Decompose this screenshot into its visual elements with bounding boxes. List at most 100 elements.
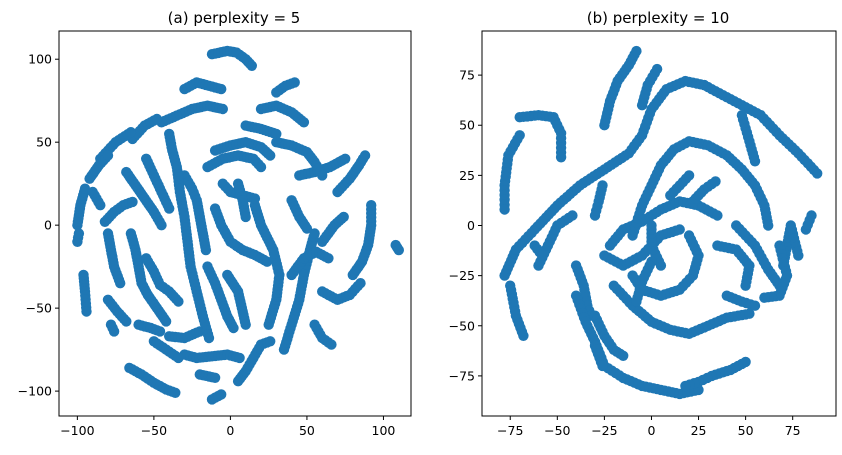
scatter-point [240, 211, 251, 223]
scatter-point [265, 336, 276, 347]
scatter-point [793, 250, 804, 261]
y-tick-label: 0 [44, 218, 52, 233]
scatter-point [355, 278, 366, 289]
scatter-point [170, 387, 181, 398]
scatter-point [680, 380, 691, 392]
scatter-point [121, 316, 132, 327]
scatter-point [289, 77, 300, 88]
y-tick-label: 0 [467, 218, 475, 233]
scatter-point [216, 83, 227, 95]
scatter-point [115, 278, 126, 289]
x-tick-label: −50 [141, 423, 167, 438]
x-tick-label: 25 [691, 423, 707, 438]
scatter-point [249, 193, 261, 204]
x-tick-label: −50 [544, 423, 570, 438]
scatter-point [261, 256, 273, 267]
y-tick-label: −50 [26, 301, 52, 316]
x-tick-label: −25 [591, 423, 617, 438]
scatter-point [366, 200, 377, 211]
y-tick-label: −75 [449, 368, 475, 383]
scatter-panel-a: (a) perplexity = 5 −100 −50 0 50 100 −100 −50 0… [18, 9, 412, 438]
y-tick-label: 100 [28, 52, 52, 67]
scatter-point [326, 339, 337, 350]
chart-title-a: (a) perplexity = 5 [168, 9, 301, 27]
scatter-point [203, 332, 215, 344]
points-b [499, 45, 823, 400]
scatter-point [359, 150, 371, 161]
scatter-point [631, 45, 642, 57]
scatter-point [683, 170, 695, 181]
scatter-point [255, 161, 267, 173]
scatter-point [317, 170, 328, 181]
scatter-panel-b: (b) perplexity = 10 −75 −50 −25 0 25 50 75 −75 −… [449, 9, 837, 438]
points-a [72, 45, 404, 405]
scatter-point [631, 296, 642, 307]
scatter-point [209, 372, 221, 383]
scatter-point [627, 270, 638, 281]
y-tick-label: 50 [36, 135, 52, 150]
x-tick-label: 75 [785, 423, 801, 438]
x-tick-label: 50 [299, 423, 315, 438]
scatter-point [597, 180, 608, 191]
scatter-point [73, 228, 85, 239]
scatter-point [81, 306, 92, 317]
scatter-point [567, 210, 578, 221]
scatter-point [646, 220, 657, 231]
y-tick-label: 25 [459, 168, 475, 183]
scatter-point [749, 156, 761, 167]
scatter-point [127, 196, 138, 208]
x-tick-label: −100 [60, 423, 94, 438]
scatter-point [160, 316, 172, 327]
scatter-point [806, 210, 817, 221]
scatter-point [518, 330, 529, 341]
scatter-point [763, 220, 774, 231]
scatter-point [228, 322, 239, 334]
scatter-point [651, 63, 663, 75]
chart-title-b: (b) perplexity = 10 [587, 9, 730, 27]
scatter-point [309, 228, 320, 239]
scatter-point [340, 153, 351, 164]
scatter-point [164, 203, 175, 214]
scatter-point [537, 250, 548, 261]
scatter-point [759, 292, 770, 303]
scatter-point [240, 319, 251, 330]
scatter-point [744, 308, 755, 319]
scatter-point [555, 152, 567, 163]
x-tick-label: 100 [372, 423, 396, 438]
scatter-point [298, 117, 310, 128]
scatter-point [301, 223, 313, 234]
scatter-point [674, 224, 685, 235]
scatter-point [271, 128, 282, 140]
scatter-point [108, 326, 120, 337]
scatter-point [200, 244, 212, 256]
x-tick-label: −75 [497, 423, 523, 438]
x-tick-label: 50 [738, 423, 754, 438]
scatter-point [217, 103, 228, 115]
y-tick-label: 75 [459, 68, 475, 83]
scatter-point [125, 127, 137, 138]
scatter-point [173, 352, 184, 364]
y-tick-label: −50 [449, 318, 475, 333]
scatter-point [216, 389, 227, 400]
scatter-point [173, 296, 184, 307]
scatter-point [338, 211, 349, 223]
scatter-point [712, 210, 723, 221]
scatter-point [710, 176, 721, 187]
scatter-point [154, 326, 166, 337]
scatter-point [151, 113, 163, 125]
scatter-point [265, 150, 276, 161]
scatter-point [812, 168, 823, 179]
plot-frame-b [481, 30, 837, 417]
scatter-point [156, 220, 167, 231]
scatter-point [597, 360, 608, 372]
scatter-point [323, 253, 334, 264]
scatter-point [95, 200, 106, 211]
x-tick-label: 0 [226, 423, 234, 438]
scatter-point [749, 300, 761, 311]
plot-frame-a [58, 30, 412, 417]
y-tick-label: −100 [18, 384, 52, 399]
scatter-point [102, 150, 114, 161]
scatter-point [246, 60, 257, 71]
